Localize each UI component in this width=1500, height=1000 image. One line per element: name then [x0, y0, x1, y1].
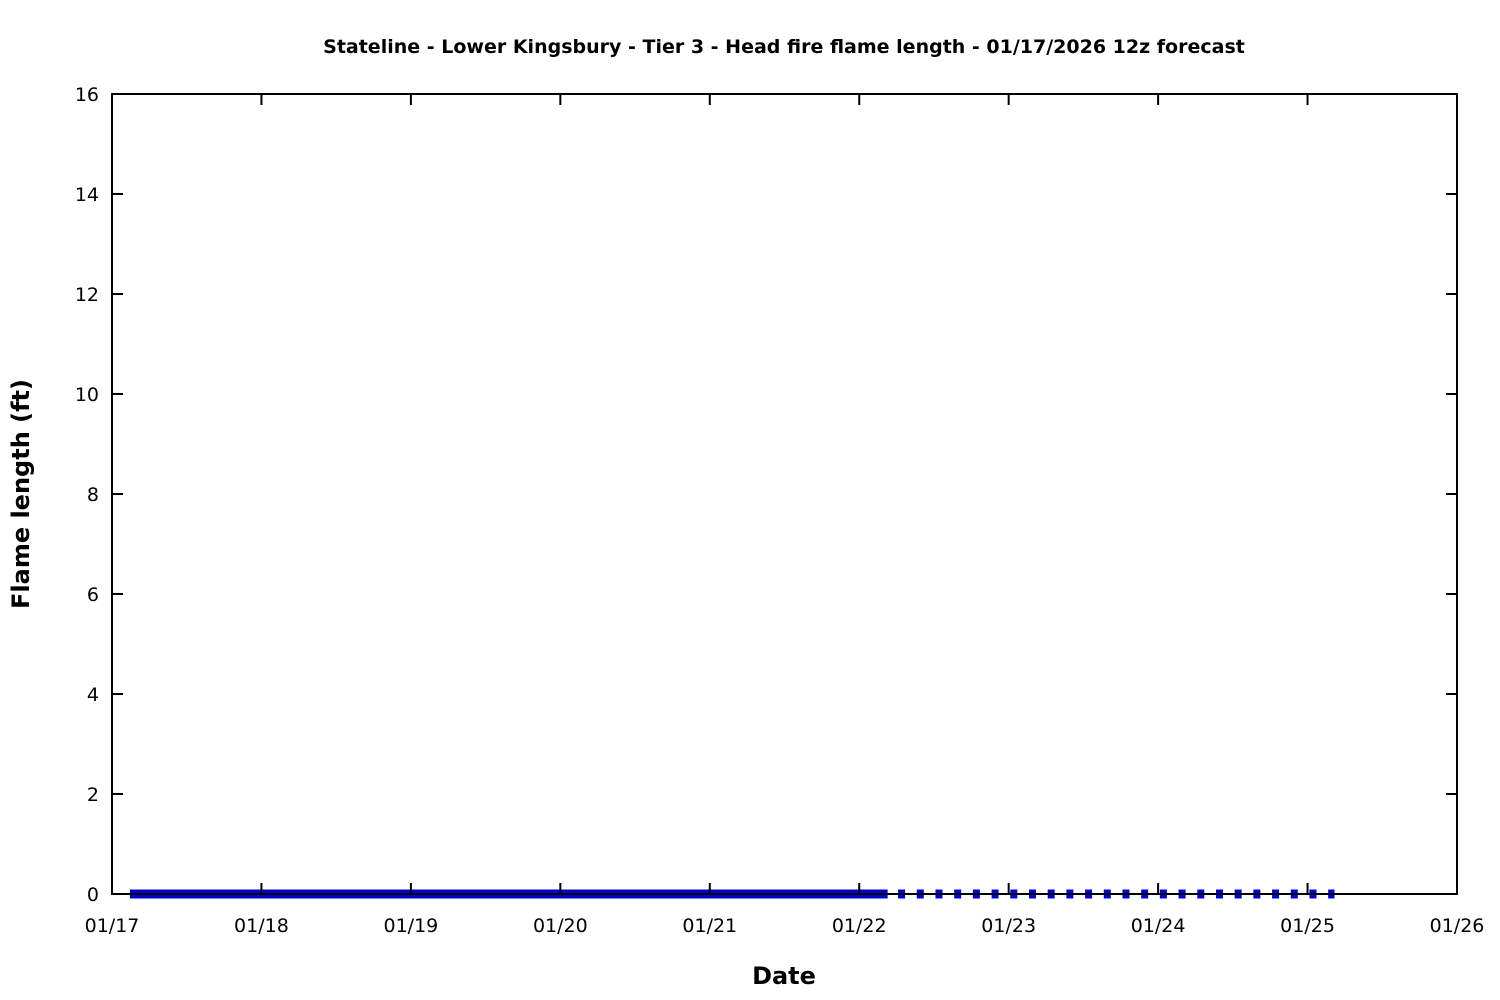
- y-tick-label: 12: [75, 284, 99, 306]
- y-tick-label: 6: [87, 584, 99, 606]
- y-tick-label: 16: [75, 84, 99, 106]
- x-tick-label: 01/21: [682, 915, 737, 937]
- y-axis-title: Flame length (ft): [7, 379, 35, 609]
- x-tick-label: 01/26: [1430, 915, 1485, 937]
- x-tick-label: 01/20: [533, 915, 588, 937]
- x-tick-label: 01/19: [384, 915, 439, 937]
- plot-area: 01/17 01/18 01/19 01/20 01/21 01/22 01/23 01/24…: [75, 84, 1485, 937]
- y-tick-label: 4: [87, 684, 99, 706]
- x-tick-label: 01/24: [1131, 915, 1186, 937]
- x-tick-label: 01/25: [1280, 915, 1335, 937]
- x-tick-label: 01/18: [234, 915, 289, 937]
- y-tick-label: 8: [87, 484, 99, 506]
- x-tick-label: 01/17: [85, 915, 140, 937]
- plot-border: [111, 93, 1458, 895]
- y-tick-label: 0: [87, 884, 99, 906]
- y-tick-label: 10: [75, 384, 99, 406]
- x-axis-title: Date: [752, 962, 816, 990]
- x-tick-label: 01/22: [832, 915, 887, 937]
- y-tick-label: 14: [75, 184, 99, 206]
- chart-title: Stateline - Lower Kingsbury - Tier 3 - H…: [323, 36, 1245, 58]
- y-tick-label: 2: [87, 784, 99, 806]
- x-tick-label: 01/23: [981, 915, 1036, 937]
